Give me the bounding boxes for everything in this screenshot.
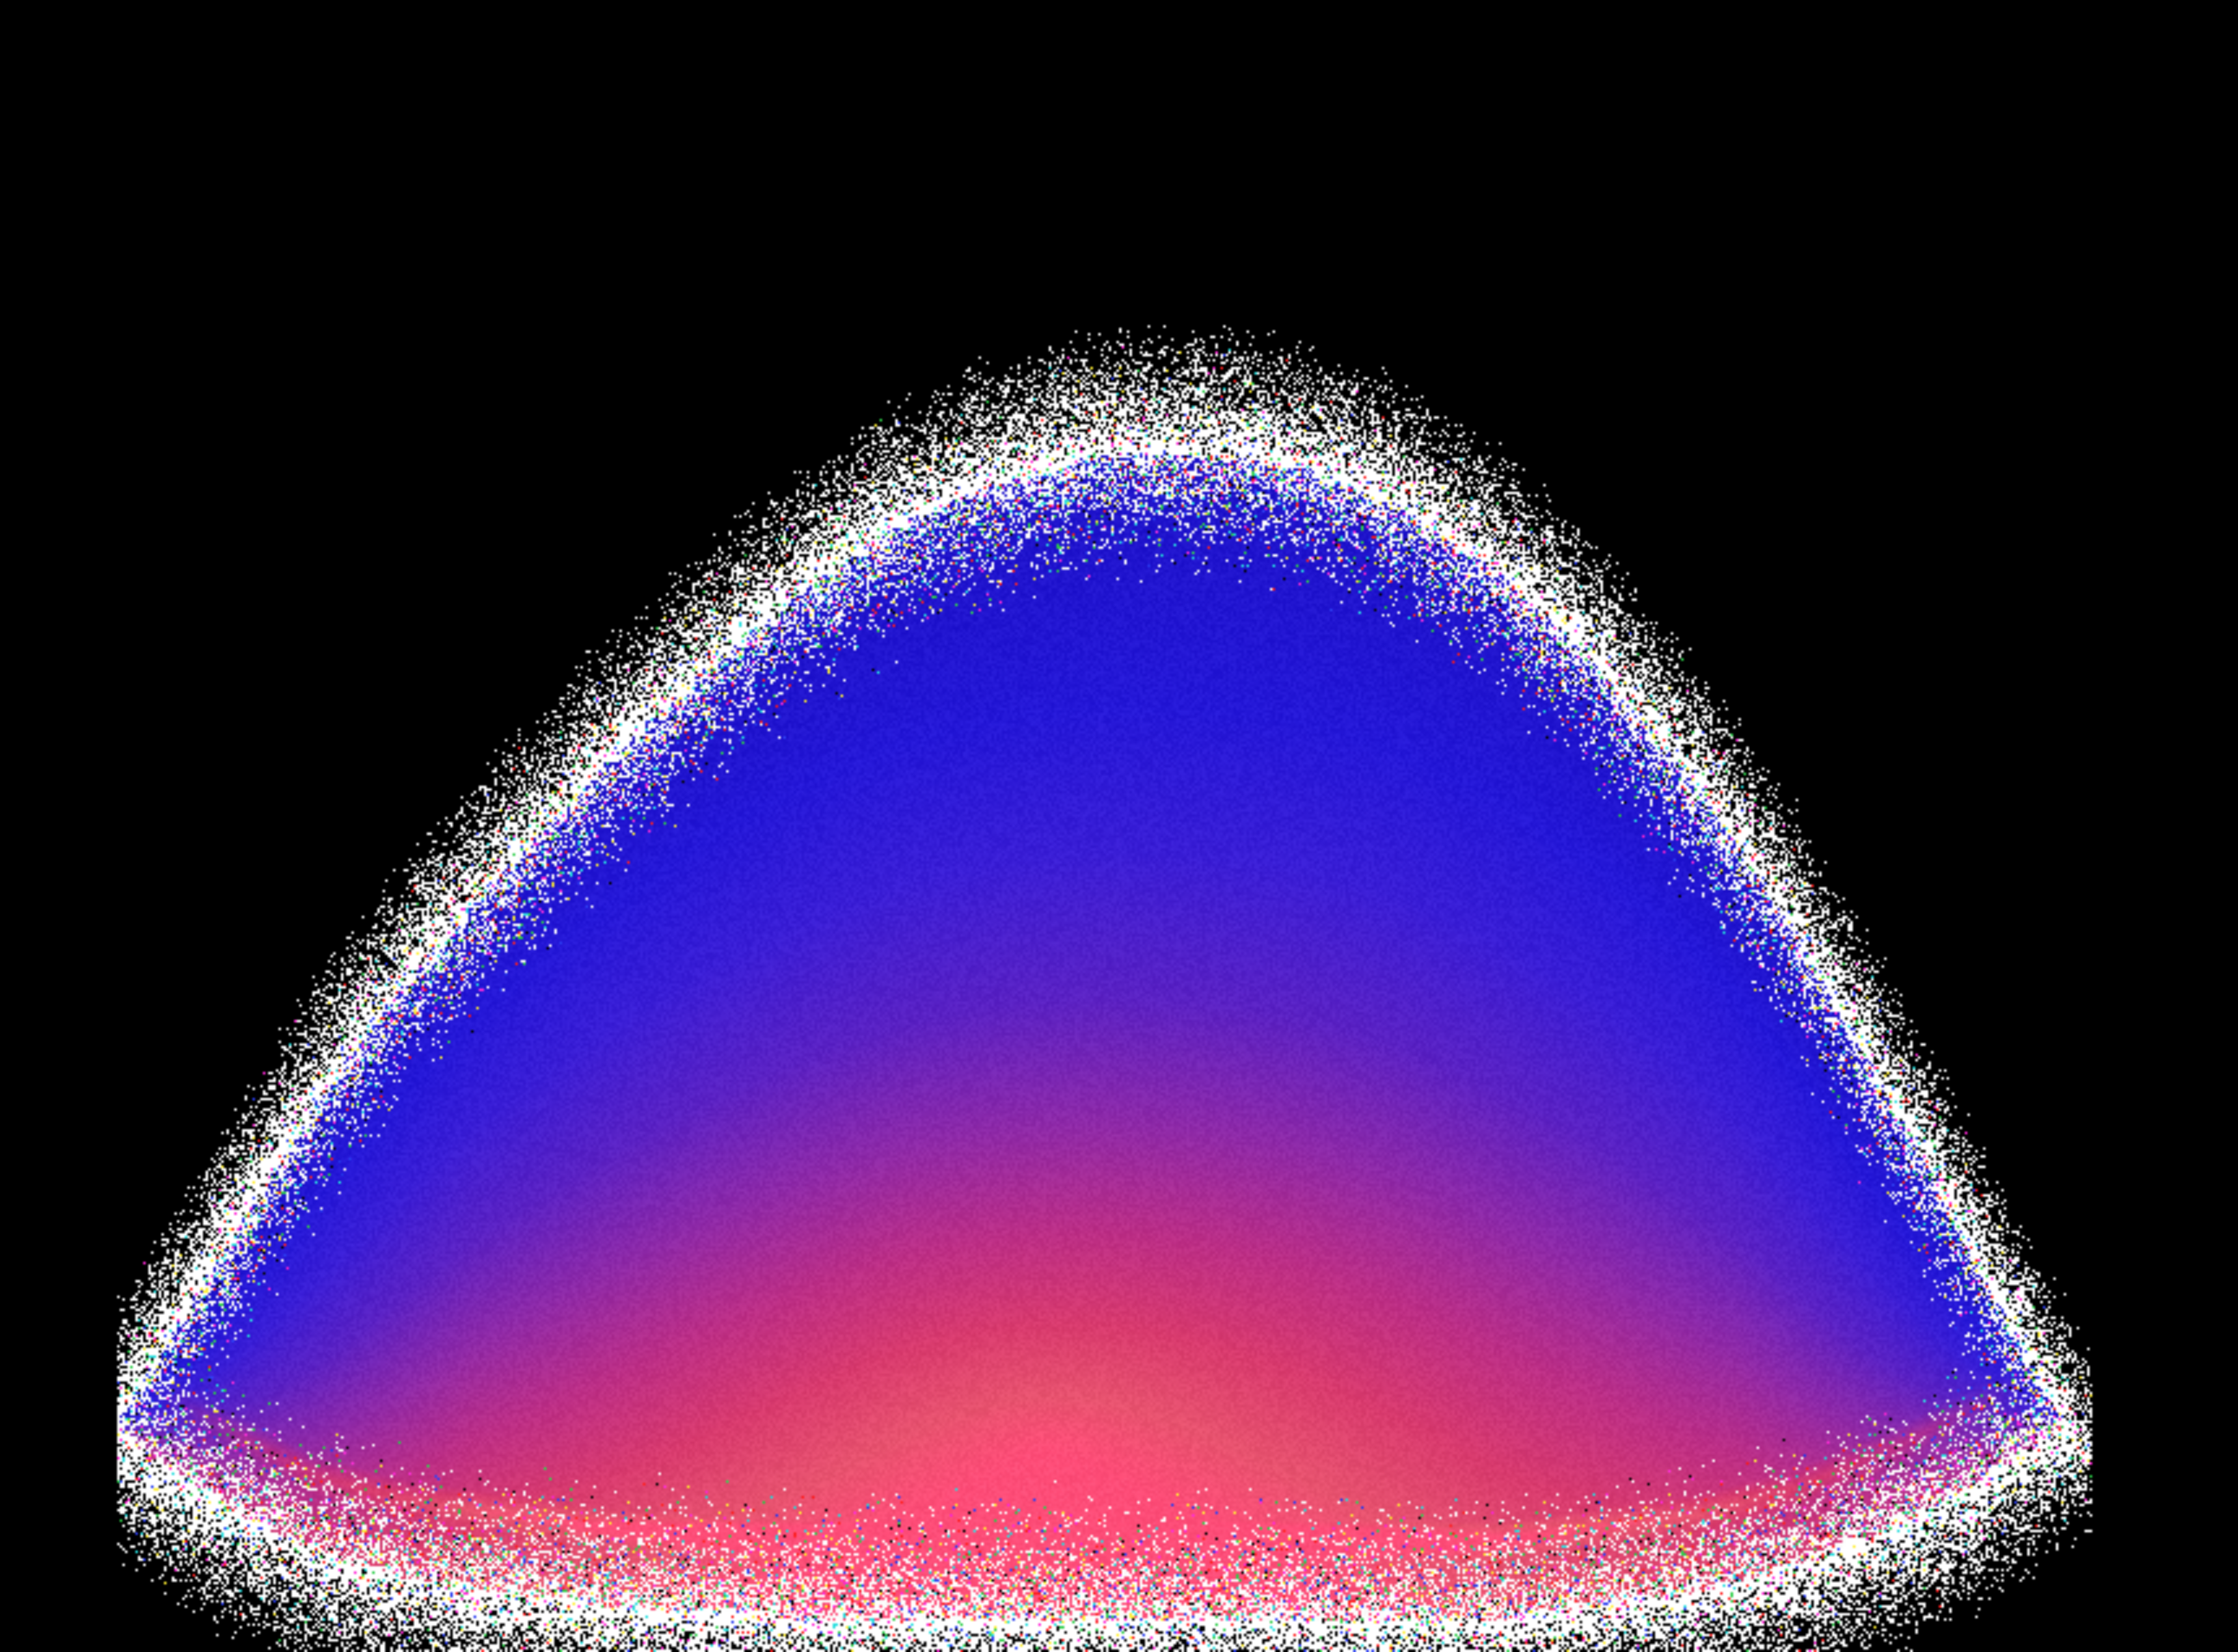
- gradient-blob-canvas: [0, 0, 2238, 1652]
- canvas-stage: Dome / mound shaped density field render…: [0, 0, 2238, 1652]
- gradient-blob-figure: [0, 0, 2238, 1652]
